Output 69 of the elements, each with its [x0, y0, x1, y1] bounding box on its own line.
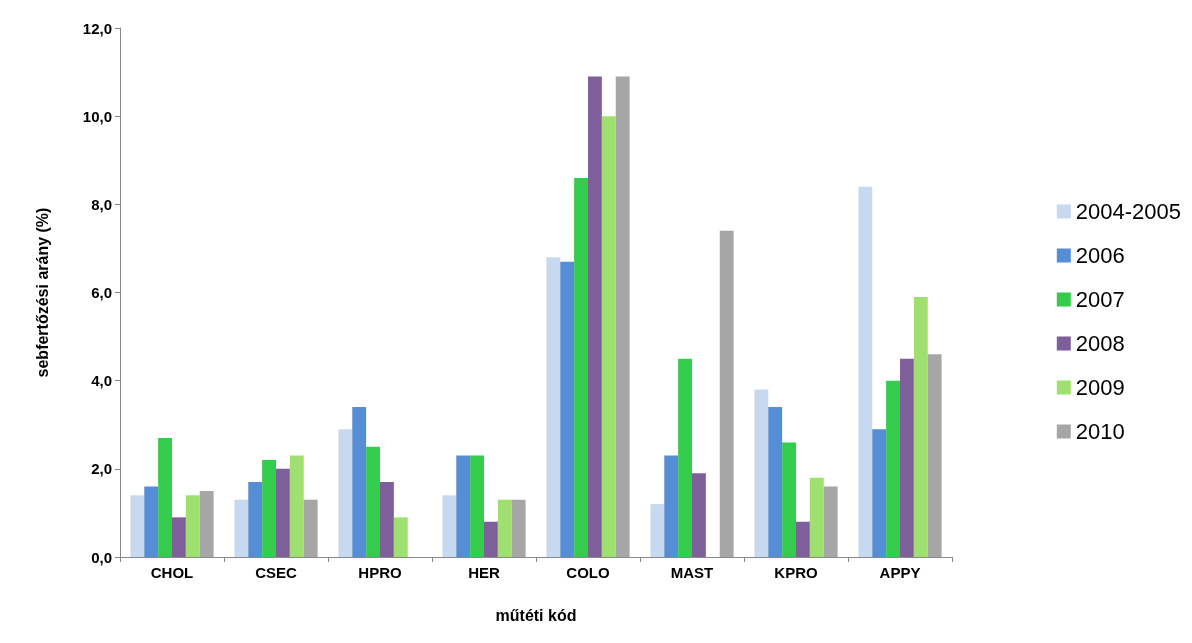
legend-label: 2007 [1075, 287, 1125, 312]
x-tick-label: COLO [566, 564, 610, 581]
bar [442, 495, 457, 557]
bar [456, 455, 471, 557]
x-tick-label: APPY [879, 564, 921, 581]
y-tick-label: 2,0 [91, 460, 112, 478]
legend-label: 2009 [1075, 375, 1125, 400]
bar [678, 358, 692, 557]
bar [185, 495, 200, 557]
bar [858, 186, 873, 557]
bar [546, 257, 561, 557]
bar [511, 499, 526, 557]
y-tick-label: 12,0 [82, 19, 112, 37]
bar [158, 437, 172, 557]
bar [303, 499, 318, 557]
x-tick-label: CHOL [150, 564, 194, 581]
bar [913, 296, 928, 557]
y-tick-label: 4,0 [91, 372, 112, 390]
y-tick-label: 0,0 [91, 548, 112, 566]
y-axis-title: sebfertőzési arány (%) [33, 207, 51, 378]
bar [615, 76, 630, 557]
bar [872, 429, 887, 557]
bar [768, 407, 783, 557]
bar [393, 517, 408, 557]
y-tick-label: 8,0 [91, 195, 112, 213]
bar [900, 358, 914, 557]
bar [574, 177, 588, 557]
bar [927, 354, 942, 557]
legend-label: 2006 [1075, 243, 1125, 268]
bar [886, 380, 900, 557]
bar [601, 116, 616, 557]
x-tick-label: HPRO [358, 564, 402, 581]
y-tick-label: 10,0 [82, 107, 112, 125]
bar [380, 482, 394, 557]
x-tick-label: HER [468, 564, 500, 581]
bar [497, 499, 512, 557]
bar [560, 261, 575, 557]
bar [234, 499, 249, 557]
bar [276, 468, 290, 557]
bar [248, 482, 263, 557]
bar [692, 473, 706, 557]
x-tick-label: MAST [670, 564, 714, 581]
bar [262, 460, 276, 557]
bar [754, 389, 769, 557]
legend-label: 2008 [1075, 331, 1125, 356]
bar [289, 455, 304, 557]
bar [588, 76, 602, 557]
bar [144, 486, 159, 557]
x-tick-label: KPRO [774, 564, 818, 581]
bar [338, 429, 353, 557]
bar [484, 521, 498, 557]
bar [199, 490, 214, 557]
bar [796, 521, 810, 557]
bar [664, 455, 679, 557]
bar [650, 504, 665, 557]
bar [782, 442, 796, 557]
x-tick-label: CSEC [255, 564, 297, 581]
bar [366, 446, 380, 557]
bar [352, 407, 367, 557]
bar [470, 455, 484, 557]
bar [809, 477, 824, 557]
legend-label: 2004-2005 [1075, 199, 1182, 224]
legend-label: 2010 [1075, 419, 1125, 444]
bar [130, 495, 145, 557]
y-tick-label: 6,0 [91, 284, 112, 301]
x-axis-title: műtéti kód [495, 606, 577, 624]
bar [719, 230, 734, 557]
bar [823, 486, 838, 557]
bar [172, 517, 186, 557]
